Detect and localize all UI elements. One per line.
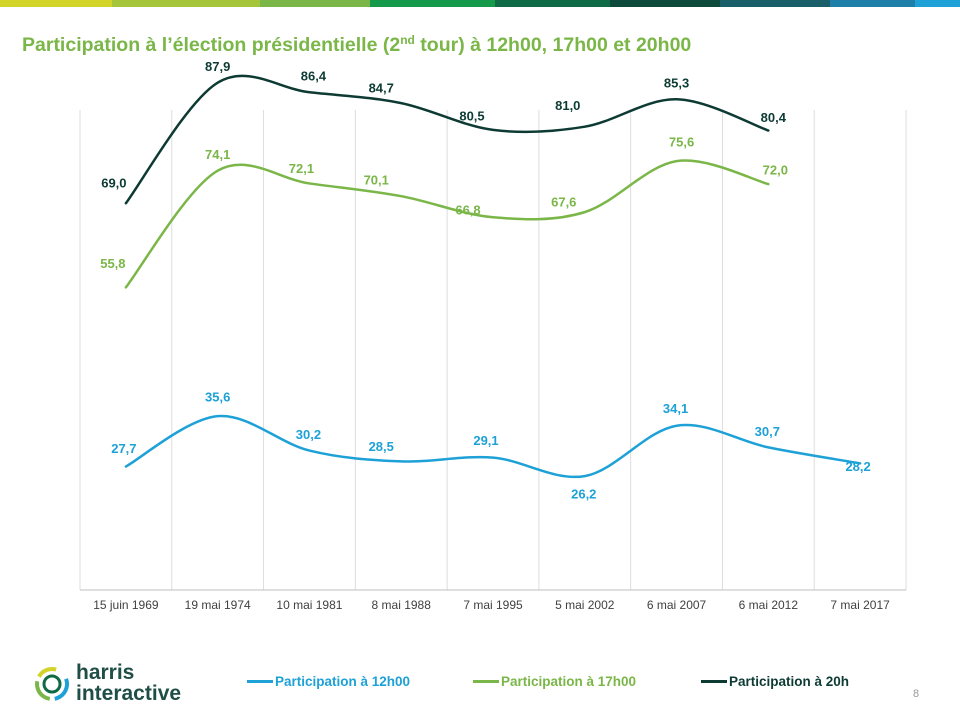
line-chart: 15 juin 1969 19 mai 1974 10 mai 1981 8 mai …	[79, 59, 907, 612]
chart-title-superscript: nd	[400, 33, 415, 47]
logo-wordmark: harris interactive	[76, 659, 181, 704]
series-20h-data-label: 80,4	[761, 110, 787, 125]
x-tick-label: 15 juin 1969	[93, 598, 159, 612]
series-20h-data-label: 69,0	[101, 176, 126, 191]
logo-swirl-icon	[35, 667, 69, 701]
series-20h-data-label: 87,9	[205, 59, 230, 74]
logo-word-interactive: interactive	[76, 682, 182, 705]
x-tick-label: 7 mai 1995	[463, 598, 523, 612]
logo-word-harris: harris	[76, 661, 135, 684]
x-tick-label: 8 mai 1988	[372, 598, 432, 612]
legend-swatch-17h	[473, 679, 499, 683]
chart-title: Participation à l’élection présidentiell…	[22, 34, 691, 57]
legend-swatch-12h	[247, 679, 273, 683]
series-12h-data-label: 34,1	[663, 401, 688, 416]
legend-item-17h: Participation à 17h00	[473, 672, 636, 690]
series-17h-line	[124, 159, 770, 289]
series-12h-data-label: 30,2	[296, 427, 321, 442]
series-17h-data-label: 66,8	[455, 203, 480, 218]
series-12h-data-label: 28,2	[845, 459, 870, 474]
brand-bar-segment	[830, 0, 915, 7]
legend-label-20h: Participation à 20h	[729, 673, 850, 689]
series-17h-data-label: 74,1	[205, 147, 230, 162]
series-17h-data-label: 70,1	[364, 173, 389, 188]
brand-bar-segment	[495, 0, 610, 7]
x-tick-label: 6 mai 2007	[647, 598, 707, 612]
series-17h-data-label: 55,8	[100, 256, 125, 271]
series-20h-line	[124, 74, 770, 205]
series-12h-data-label: 30,7	[755, 424, 780, 439]
series-12h-data-label: 28,5	[369, 439, 394, 454]
series-20h-data-label: 80,5	[459, 108, 484, 123]
chart-title-text: Participation à l’élection présidentiell…	[22, 34, 401, 56]
brand-bar-segment	[112, 0, 260, 7]
series-12h-line	[124, 414, 862, 479]
series-17h-data-label: 72,1	[289, 161, 314, 176]
legend-label-17h: Participation à 17h00	[501, 673, 637, 689]
harris-interactive-logo: harris interactive	[32, 659, 197, 709]
series-17h-data-label: 75,6	[669, 135, 694, 150]
series-12h-data-label: 27,7	[111, 441, 136, 456]
brand-bar-segment	[370, 0, 495, 7]
brand-bar-segment	[915, 0, 960, 7]
brand-bar-segment	[720, 0, 830, 7]
x-tick-label: 6 mai 2012	[739, 598, 799, 612]
x-tick-label: 10 mai 1981	[276, 598, 342, 612]
x-tick-label: 19 mai 1974	[185, 598, 251, 612]
x-tick-label: 5 mai 2002	[555, 598, 615, 612]
x-tick-label: 7 mai 2017	[830, 598, 890, 612]
series-12h-data-label: 35,6	[205, 390, 230, 405]
brand-bar-segment	[0, 0, 112, 7]
brand-bar-segment	[260, 0, 370, 7]
chart-title-text-end: tour) à 12h00, 17h00 et 20h00	[414, 34, 692, 56]
brand-color-bar	[0, 0, 960, 7]
series-20h-data-label: 86,4	[301, 69, 327, 84]
legend-item-12h: Participation à 12h00	[247, 672, 410, 690]
brand-bar-segment	[610, 0, 720, 7]
series-20h-data-label: 84,7	[369, 81, 394, 96]
series-17h-data-label: 72,0	[763, 163, 788, 178]
series-20h-data-label: 81,0	[555, 98, 580, 113]
series-12h-data-label: 29,1	[473, 433, 498, 448]
legend-label-12h: Participation à 12h00	[275, 673, 411, 689]
series-20h-data-label: 85,3	[664, 76, 689, 91]
page-number: 8	[913, 688, 920, 700]
series-17h-data-label: 67,6	[551, 195, 576, 210]
legend-item-20h: Participation à 20h	[701, 672, 849, 690]
series-12h-data-label: 26,2	[571, 487, 596, 502]
legend-swatch-20h	[701, 679, 727, 683]
